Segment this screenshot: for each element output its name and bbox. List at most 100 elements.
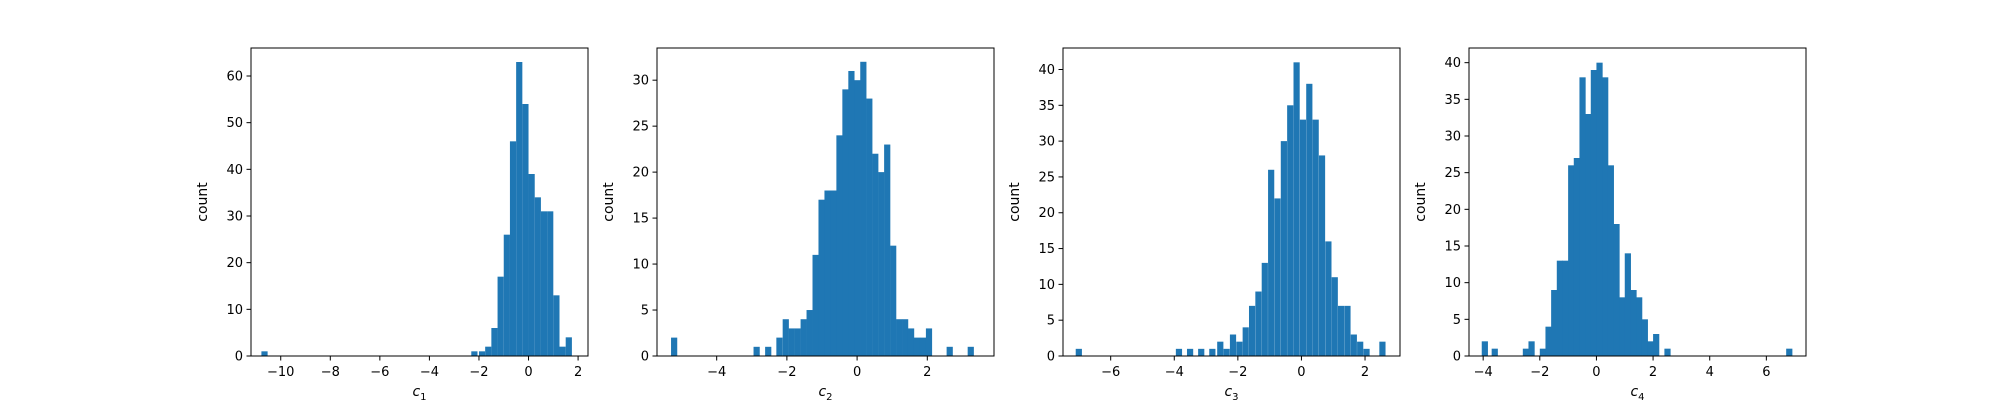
histogram-bar xyxy=(1209,348,1216,356)
histogram-bar xyxy=(800,319,807,356)
histogram-bar xyxy=(522,104,529,356)
x-tick-label: −2 xyxy=(777,365,796,380)
y-tick-label: 15 xyxy=(1038,242,1055,257)
histogram-bar xyxy=(872,153,879,356)
histogram-bar xyxy=(812,254,819,356)
y-tick-label: 60 xyxy=(226,70,243,85)
x-tick-label: −4 xyxy=(707,365,726,380)
histogram-bar xyxy=(1325,241,1332,356)
histogram-bar xyxy=(907,328,915,356)
histogram-bar xyxy=(1653,334,1660,356)
histogram-bar xyxy=(1331,277,1338,356)
histogram-bar xyxy=(1217,341,1224,356)
y-tick-label: 30 xyxy=(632,74,649,89)
histogram-bar xyxy=(1274,198,1281,356)
x-tick-label: −2 xyxy=(1228,365,1247,380)
x-tick-label: 4 xyxy=(1706,365,1714,380)
histogram-bar xyxy=(753,346,760,356)
histogram-bar xyxy=(1299,119,1307,356)
histogram-bar xyxy=(946,346,953,356)
y-tick-label: 10 xyxy=(226,303,243,318)
histogram-bar xyxy=(1602,77,1609,356)
histogram-bar xyxy=(765,346,772,356)
y-tick-label: 20 xyxy=(1444,203,1461,218)
x-tick-label: 0 xyxy=(1592,365,1600,380)
axes-frame xyxy=(250,47,589,357)
histogram-bar xyxy=(540,211,548,356)
y-tick-label: 40 xyxy=(226,163,243,178)
histogram-bar xyxy=(890,245,897,356)
histogram-bar xyxy=(1287,105,1294,356)
x-tick-label: −4 xyxy=(420,365,439,380)
histogram-bar xyxy=(1293,62,1300,356)
histogram-bar xyxy=(1551,290,1558,356)
histogram-bar xyxy=(1357,341,1364,356)
x-tick-label: −4 xyxy=(1165,365,1184,380)
y-tick-label: 5 xyxy=(1453,313,1461,328)
histogram-bar xyxy=(1306,83,1313,356)
y-tick-label: 40 xyxy=(1038,63,1055,78)
y-tick-label: 35 xyxy=(1038,99,1055,114)
histogram-bar xyxy=(902,319,909,356)
histogram-bar xyxy=(1590,70,1597,356)
x-tick-label: 2 xyxy=(923,365,931,380)
histogram-bar xyxy=(1491,348,1498,356)
histogram-bar xyxy=(860,61,867,356)
y-tick-label: 10 xyxy=(632,258,649,273)
histogram-bar xyxy=(913,337,921,356)
histogram-panel-4: −4 −2 0 2 4 6 0 5 10 15 20 25 30 35 40 count c4 xyxy=(1413,47,1807,400)
histogram-bar xyxy=(1318,155,1326,356)
histogram-bar xyxy=(1344,305,1351,356)
histogram-bar xyxy=(1579,77,1586,356)
y-tick-label: 20 xyxy=(632,166,649,181)
y-axis-label: count xyxy=(601,182,617,222)
x-tick-label: 0 xyxy=(853,365,861,380)
histogram-bar xyxy=(1607,165,1614,356)
histogram-bar xyxy=(471,351,478,356)
y-tick-label: 0 xyxy=(1047,350,1055,365)
x-tick-label: −8 xyxy=(321,365,340,380)
y-tick-label: 25 xyxy=(1038,170,1055,185)
x-tick-label: −6 xyxy=(370,365,389,380)
histogram-bar xyxy=(1223,348,1230,356)
histogram-bar xyxy=(1613,224,1620,356)
histogram-bar xyxy=(866,98,873,356)
histogram-bar xyxy=(878,172,885,356)
histogram-bar xyxy=(534,197,541,356)
histogram-bar xyxy=(565,337,572,356)
axes-frame xyxy=(1062,47,1401,357)
axes-frame xyxy=(656,47,995,357)
histogram-bar xyxy=(1280,141,1287,356)
y-tick-label: 25 xyxy=(1444,166,1461,181)
histogram-bar xyxy=(1175,348,1183,356)
histogram-bar xyxy=(788,328,795,356)
histogram-bar xyxy=(830,190,837,356)
histogram-bar xyxy=(1624,253,1631,356)
x-tick-label: 0 xyxy=(1297,365,1305,380)
histogram-bar xyxy=(1641,319,1648,356)
histogram-bar xyxy=(1545,326,1552,356)
histogram-bar xyxy=(967,346,974,356)
axes-frame xyxy=(1468,47,1807,357)
y-tick-label: 40 xyxy=(1444,56,1461,71)
histogram-bar xyxy=(836,135,843,356)
y-tick-label: 15 xyxy=(1444,240,1461,255)
histogram-bar xyxy=(824,190,831,356)
histogram-bar xyxy=(1242,327,1249,356)
histogram-bar xyxy=(1268,169,1275,356)
histogram-bar xyxy=(1229,334,1237,356)
histogram-bar xyxy=(1481,341,1488,356)
histogram-bar xyxy=(776,337,783,356)
y-tick-label: 5 xyxy=(641,304,649,319)
histogram-bar xyxy=(1261,262,1268,356)
histogram-bar xyxy=(782,319,789,356)
x-tick-label: 2 xyxy=(574,365,582,380)
histogram-bar xyxy=(491,328,498,356)
histogram-bar xyxy=(1255,291,1262,356)
histogram-bar xyxy=(1379,341,1386,356)
histogram-bar xyxy=(1075,348,1082,356)
x-tick-label: −2 xyxy=(1530,365,1549,380)
y-tick-label: 30 xyxy=(1038,135,1055,150)
histogram-bar xyxy=(896,319,903,356)
